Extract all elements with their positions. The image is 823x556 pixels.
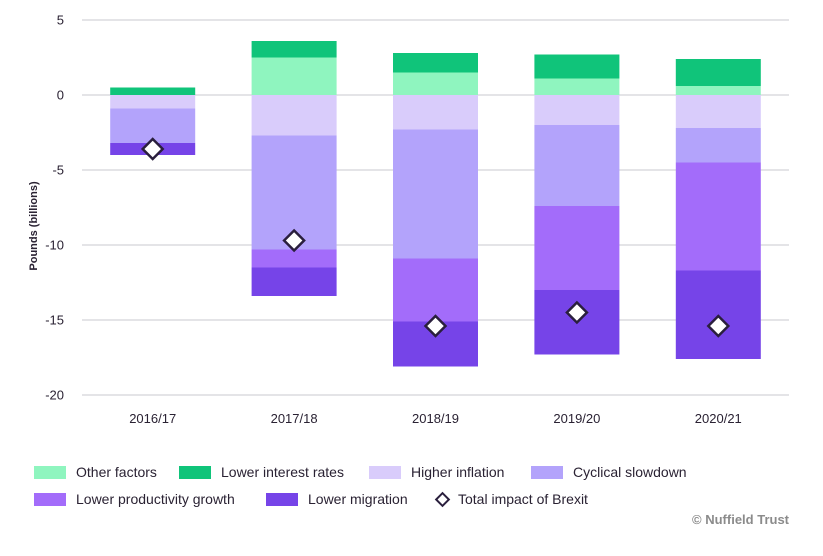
- legend-item-higher-inflation: Higher inflation: [369, 464, 531, 480]
- y-tick-label: -15: [45, 313, 64, 328]
- legend: Other factors Lower interest rates Higher …: [34, 462, 794, 516]
- x-tick-label: 2017/18: [271, 411, 318, 426]
- legend-swatch: [34, 465, 66, 479]
- y-tick-label: 0: [57, 88, 64, 103]
- total-impact-marker: [282, 228, 306, 253]
- total-impact-marker: [706, 314, 731, 338]
- legend-swatch: [266, 492, 298, 506]
- legend-item-lower-interest-rates: Lower interest rates: [179, 464, 369, 480]
- legend-label: Other factors: [76, 464, 157, 480]
- legend-label: Total impact of Brexit: [458, 491, 588, 507]
- legend-row: Lower productivity growth Lower migration…: [34, 489, 794, 509]
- stacked-bar-chart: 5 0 -5 -10 -15 -20 2016/17 2017/18 2018/19 2019/…: [28, 13, 789, 426]
- x-tick-label: 2019/20: [553, 411, 600, 426]
- y-tick-label: -20: [45, 388, 64, 403]
- bar-lower-interest-rates: [534, 54, 620, 79]
- bars: [110, 41, 761, 367]
- bar-cyclical-slowdown: [393, 129, 478, 259]
- legend-label: Higher inflation: [411, 464, 505, 480]
- bar-lower-productivity-growth: [251, 249, 337, 268]
- bar-lower-migration: [251, 267, 337, 296]
- y-tick-label: 5: [57, 13, 64, 28]
- bar-lower-productivity-growth: [534, 206, 620, 290]
- bar-other-factors: [251, 57, 337, 95]
- y-tick-label: -10: [45, 238, 64, 253]
- y-axis-title: Pounds (billions): [28, 181, 40, 271]
- bar-other-factors: [534, 78, 620, 95]
- bar-lower-interest-rates: [393, 53, 478, 73]
- bar-cyclical-slowdown: [675, 128, 761, 163]
- total-markers: [140, 137, 731, 338]
- legend-item-lower-migration: Lower migration: [266, 491, 436, 507]
- bar-higher-inflation: [534, 95, 620, 125]
- bar-higher-inflation: [393, 95, 478, 130]
- x-tick-label: 2020/21: [695, 411, 742, 426]
- bar-higher-inflation: [675, 95, 761, 128]
- x-tick-label: 2018/19: [412, 411, 459, 426]
- legend-item-lower-productivity-growth: Lower productivity growth: [34, 491, 266, 507]
- x-tick-label: 2016/17: [129, 411, 176, 426]
- legend-item-cyclical-slowdown: Cyclical slowdown: [531, 464, 731, 480]
- legend-swatch: [179, 465, 211, 479]
- legend-label: Lower interest rates: [221, 464, 344, 480]
- bar-lower-productivity-growth: [675, 162, 761, 271]
- bar-lower-productivity-growth: [393, 258, 478, 322]
- bar-other-factors: [675, 86, 761, 95]
- bar-lower-interest-rates: [110, 87, 196, 95]
- bar-higher-inflation: [251, 95, 337, 136]
- legend-item-other-factors: Other factors: [34, 464, 179, 480]
- bar-higher-inflation: [110, 95, 196, 109]
- total-impact-marker: [140, 137, 165, 161]
- total-impact-marker: [423, 314, 448, 338]
- legend-item-total-impact-of-brexit: Total impact of Brexit: [434, 491, 636, 507]
- bar-lower-interest-rates: [251, 41, 337, 58]
- legend-label: Lower migration: [308, 491, 408, 507]
- legend-swatch: [34, 492, 66, 506]
- source-credit: © Nuffield Trust: [692, 512, 789, 527]
- legend-label: Lower productivity growth: [76, 491, 235, 507]
- legend-label: Cyclical slowdown: [573, 464, 687, 480]
- bar-other-factors: [393, 72, 478, 95]
- diamond-icon: [434, 491, 450, 507]
- x-axis-ticks: 2016/17 2017/18 2018/19 2019/20 2020/21: [129, 411, 742, 426]
- bar-cyclical-slowdown: [534, 125, 620, 206]
- y-tick-label: -5: [52, 163, 64, 178]
- bar-lower-interest-rates: [675, 59, 761, 86]
- legend-row: Other factors Lower interest rates Higher …: [34, 462, 794, 482]
- legend-swatch: [369, 465, 401, 479]
- y-axis-ticks: 5 0 -5 -10 -15 -20: [45, 13, 64, 403]
- legend-swatch: [531, 465, 563, 479]
- total-impact-marker: [565, 300, 589, 325]
